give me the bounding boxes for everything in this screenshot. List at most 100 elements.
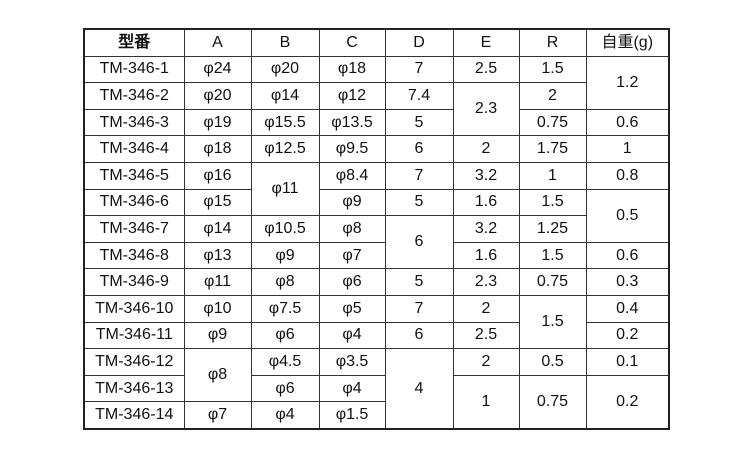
model-cell: TM-346-8: [83, 241, 185, 270]
table-cell: φ4.5: [250, 348, 320, 376]
table-cell: 0.1: [585, 348, 670, 376]
table-row: TM-346-2 φ20 φ14 φ12 7.4 2.3 2: [83, 82, 669, 137]
table-cell: φ1.5: [318, 401, 386, 430]
table-cell: 0.4: [585, 294, 670, 323]
header-c: C: [318, 28, 386, 57]
model-cell: TM-346-6: [83, 188, 185, 217]
table-cell: 2.3: [452, 268, 520, 296]
table-cell: 3.2: [452, 215, 520, 243]
header-a: A: [183, 28, 252, 57]
table-cell: φ7.5: [250, 294, 320, 323]
table-cell: φ8.4: [318, 161, 386, 190]
table-cell: 1.5: [518, 55, 587, 84]
header-r: R: [518, 28, 587, 57]
table-cell: φ7: [183, 401, 252, 430]
model-cell: TM-346-4: [83, 135, 185, 163]
table-cell: φ18: [183, 135, 252, 163]
table-cell: 1.5: [518, 294, 587, 350]
table-row: TM-346-6 φ15 φ9 5 1.6 1.5 0.5: [83, 188, 670, 243]
table-cell: φ19: [183, 108, 252, 137]
table-cell: φ8: [183, 348, 252, 403]
table-cell: φ18: [318, 55, 386, 84]
table-row: TM-346-13 φ6 φ4 1 0.75 0.2: [83, 374, 670, 430]
table-cell: 1.5: [518, 188, 587, 217]
table-cell: φ6: [250, 321, 320, 350]
table-cell: φ9: [318, 188, 386, 217]
model-cell: TM-346-2: [83, 82, 185, 110]
table-cell: 7: [384, 161, 454, 190]
table-cell: 1.6: [452, 241, 520, 270]
model-cell: TM-346-13: [83, 374, 185, 403]
table-cell: 2: [452, 348, 520, 376]
table-cell: 6: [384, 215, 454, 270]
table-row: TM-346-14 φ7 φ4 φ1.5: [83, 401, 669, 430]
table-cell: 1: [585, 135, 670, 163]
table-cell: φ9.5: [318, 135, 386, 163]
header-e: E: [452, 28, 520, 57]
table-cell: 0.5: [518, 348, 587, 376]
table-cell: φ8: [250, 268, 320, 296]
model-cell: TM-346-11: [83, 321, 185, 350]
table-cell: 1: [518, 161, 587, 190]
table-cell: 7.4: [384, 82, 454, 110]
table-cell: 0.75: [518, 108, 587, 137]
table-row: TM-346-9 φ11 φ8 φ6 5 2.3 0.75 0.3: [83, 268, 670, 296]
table-cell: 6: [384, 135, 454, 163]
model-cell: TM-346-7: [83, 215, 185, 243]
table-cell: 2.3: [452, 82, 520, 137]
table-cell: φ20: [250, 55, 320, 84]
table-cell: φ4: [318, 374, 386, 403]
header-row: 型番 A B C D E R 自重(g): [83, 28, 670, 57]
model-cell: TM-346-12: [83, 348, 185, 376]
model-cell: TM-346-14: [83, 401, 185, 430]
table-cell: 0.3: [585, 268, 670, 296]
table-cell: φ6: [318, 268, 386, 296]
table-row: TM-346-5 φ16 φ11 φ8.4 7 3.2 1 0.8: [83, 161, 670, 217]
model-cell: TM-346-1: [83, 55, 185, 84]
table-cell: φ14: [250, 82, 320, 110]
table-cell: 7: [384, 55, 454, 84]
table-cell: 2: [452, 294, 520, 323]
table-row: TM-346-4 φ18 φ12.5 φ9.5 6 2 1.75 1: [83, 135, 670, 163]
table-cell: φ16: [183, 161, 252, 190]
header-d: D: [384, 28, 454, 57]
table-cell: 1: [452, 374, 520, 430]
table-cell: 0.5: [585, 188, 670, 243]
model-cell: TM-346-10: [83, 294, 185, 323]
table-cell: φ10.5: [250, 215, 320, 243]
table-cell: 0.6: [585, 108, 670, 137]
table-cell: φ4: [318, 321, 386, 350]
table-row: TM-346-12 φ8 φ4.5 φ3.5 4 2 0.5 0.1: [83, 348, 670, 430]
table-cell: φ7: [318, 241, 386, 270]
table-cell: 4: [384, 348, 454, 430]
table-cell: φ5: [318, 294, 386, 323]
table-cell: 0.6: [585, 241, 670, 270]
table-cell: 3.2: [452, 161, 520, 190]
table-cell: φ10: [183, 294, 252, 323]
table-cell: 0.75: [518, 268, 587, 296]
spec-table: 型番 A B C D E R 自重(g) TM-346-1 φ24 φ20 φ18 7 2…: [83, 28, 670, 430]
table-cell: φ20: [183, 82, 252, 110]
table-cell: φ14: [183, 215, 252, 243]
model-cell: TM-346-3: [83, 108, 185, 137]
table-cell: φ4: [250, 401, 320, 430]
table-cell: φ8: [318, 215, 386, 243]
header-weight: 自重(g): [585, 28, 670, 57]
table-cell: φ13.5: [318, 108, 386, 137]
table-cell: 2: [452, 135, 520, 163]
table-row: TM-346-7 φ14 φ10.5 φ8 6 3.2 1.25: [83, 215, 669, 270]
table-row: TM-346-10 φ10 φ7.5 φ5 7 2 1.5 0.4: [83, 294, 670, 350]
table-cell: 0.2: [585, 321, 670, 350]
header-model: 型番: [83, 28, 185, 57]
table-cell: φ24: [183, 55, 252, 84]
table-cell: φ12: [318, 82, 386, 110]
model-cell: TM-346-9: [83, 268, 185, 296]
table-cell: 2: [518, 82, 587, 110]
table-row: TM-346-3 φ19 φ15.5 φ13.5 5 0.75 0.6: [83, 108, 670, 137]
table-cell: 2.5: [452, 321, 520, 350]
table-cell: φ15: [183, 188, 252, 217]
model-cell: TM-346-5: [83, 161, 185, 190]
table-cell: 7: [384, 294, 454, 323]
table-cell: 5: [384, 188, 454, 217]
table-cell: φ11: [250, 161, 320, 217]
